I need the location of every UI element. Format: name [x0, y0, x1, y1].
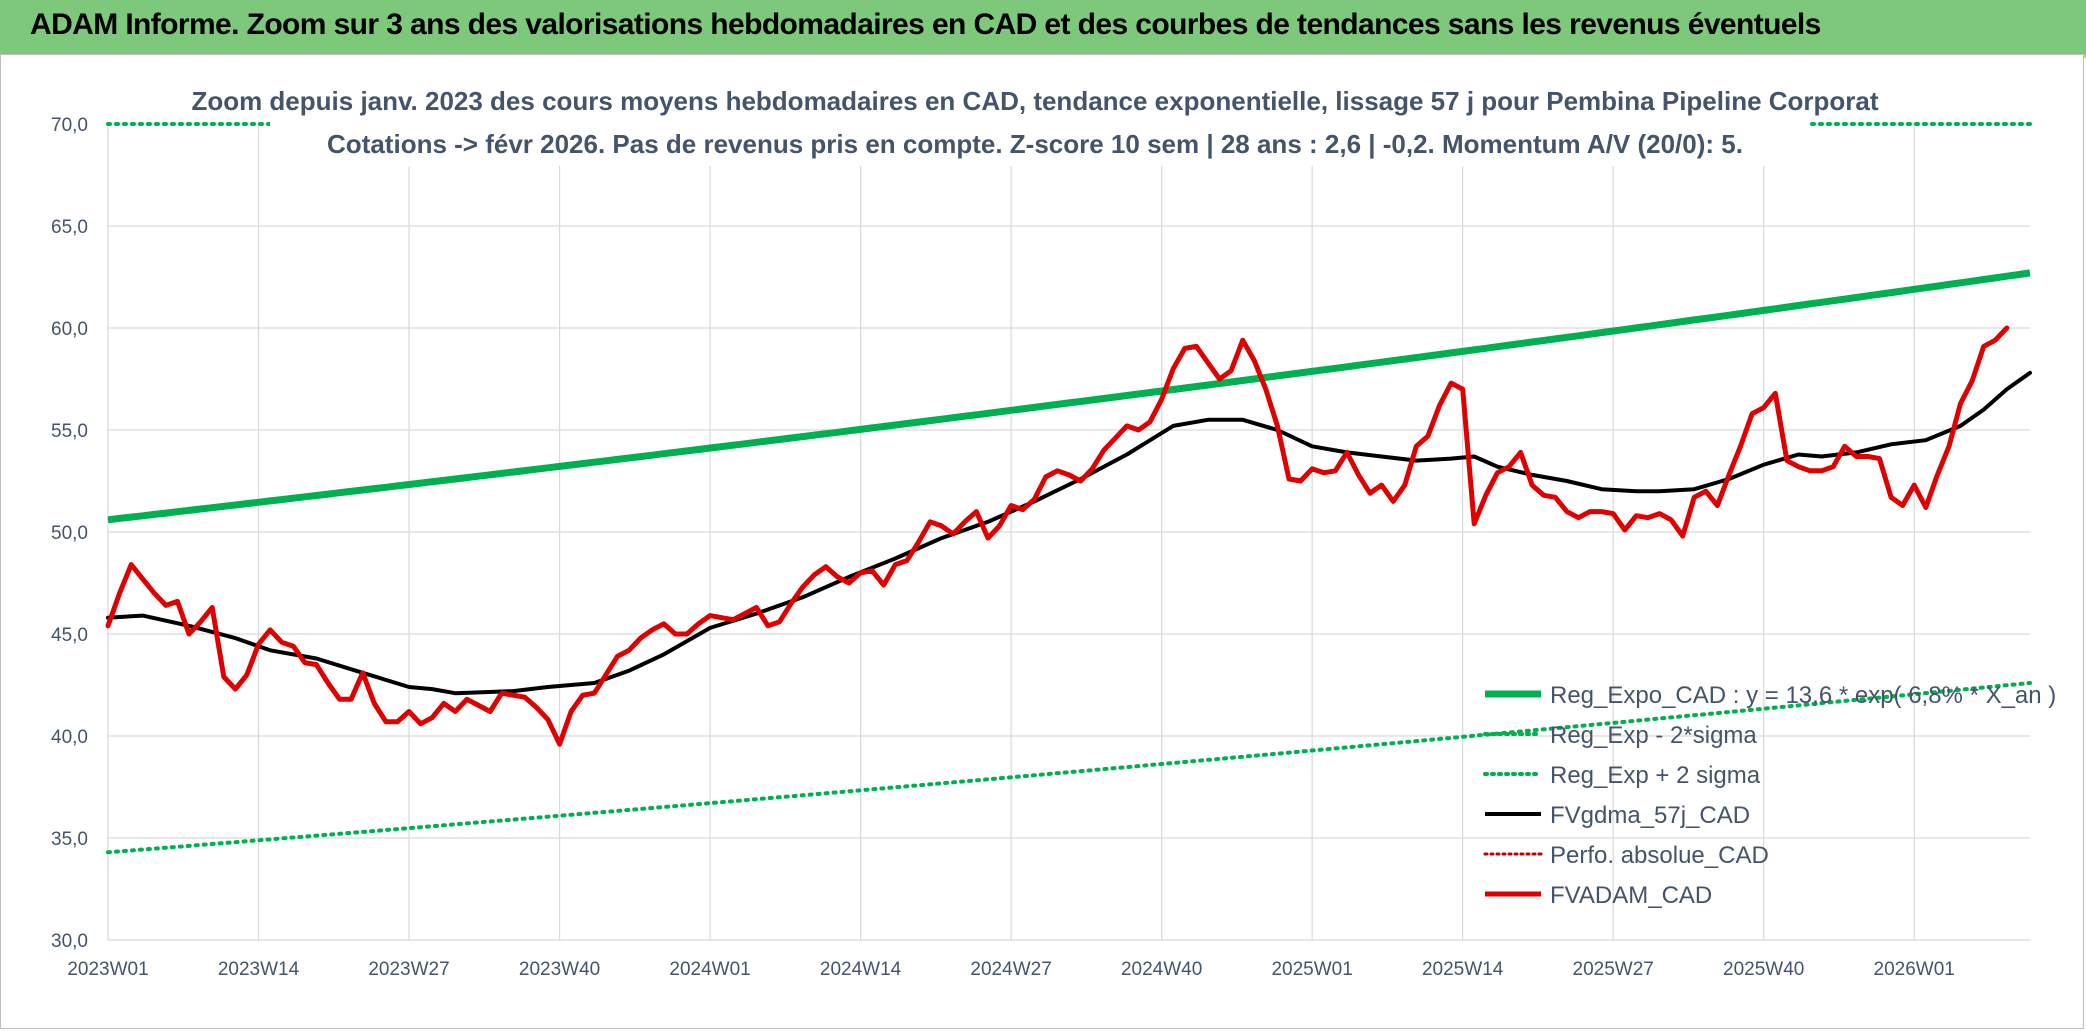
y-axis-ticks: 30,0 35,0 40,0 45,0 50,0 55,0 60,0 65,0 70,0: [51, 115, 88, 952]
y-tick-label: 55,0: [51, 421, 88, 442]
chart-title-line2: Cotations -> févr 2026. Pas de revenus p…: [327, 129, 1743, 159]
x-tick-label: 2024W27: [970, 959, 1051, 980]
x-tick-label: 2025W01: [1271, 959, 1352, 980]
x-tick-label: 2025W27: [1573, 959, 1654, 980]
y-tick-label: 45,0: [51, 625, 88, 646]
y-tick-label: 30,0: [51, 931, 88, 952]
y-tick-label: 60,0: [51, 319, 88, 340]
x-tick-label: 2023W40: [519, 959, 600, 980]
legend-label-fvadam: FVADAM_CAD: [1550, 882, 1712, 909]
x-tick-label: 2023W01: [67, 959, 148, 980]
report-title: ADAM Informe. Zoom sur 3 ans des valoris…: [30, 8, 1821, 41]
x-tick-label: 2024W01: [669, 959, 750, 980]
x-tick-label: 2025W14: [1422, 959, 1504, 980]
series-fvadam: [105, 325, 2010, 747]
x-axis-ticks: 2023W01 2023W14 2023W27 2023W40 2024W01 2024W…: [67, 959, 1955, 980]
legend-label-reg-expo: Reg_Expo_CAD : y = 13,6 * exp( 6,8% * X_…: [1550, 682, 2056, 709]
x-tick-label: 2025W40: [1723, 959, 1804, 980]
x-tick-label: 2023W27: [368, 959, 449, 980]
x-tick-label: 2026W01: [1874, 959, 1955, 980]
report-banner: ADAM Informe. Zoom sur 3 ans des valoris…: [0, 0, 2086, 54]
x-tick-label: 2024W40: [1121, 959, 1202, 980]
grid-lines: [107, 123, 2030, 941]
legend: Reg_Expo_CAD : y = 13,6 * exp( 6,8% * X_…: [1483, 682, 2056, 909]
x-tick-label: 2023W14: [218, 959, 300, 980]
y-tick-label: 65,0: [51, 217, 88, 238]
legend-label-perfo: Perfo. absolue_CAD: [1550, 842, 1769, 869]
y-tick-label: 40,0: [51, 727, 88, 748]
title-backdrop: [270, 84, 1810, 166]
y-tick-label: 70,0: [51, 115, 88, 136]
series-reg-minus-2sigma: [106, 681, 2032, 855]
y-tick-label: 35,0: [51, 829, 88, 850]
chart-frame: [0, 54, 2084, 1029]
legend-label-fvgdma: FVgdma_57j_CAD: [1550, 802, 1750, 829]
series-fvgdma: [106, 370, 2032, 696]
series-reg-expo: [107, 269, 2031, 524]
chart-title-line1: Zoom depuis janv. 2023 des cours moyens …: [191, 86, 1878, 116]
legend-label-reg-plus: Reg_Exp + 2 sigma: [1550, 762, 1761, 789]
legend-label-reg-minus: Reg_Exp - 2*sigma: [1550, 722, 1757, 749]
x-tick-label: 2024W14: [820, 959, 902, 980]
y-tick-label: 50,0: [51, 523, 88, 544]
